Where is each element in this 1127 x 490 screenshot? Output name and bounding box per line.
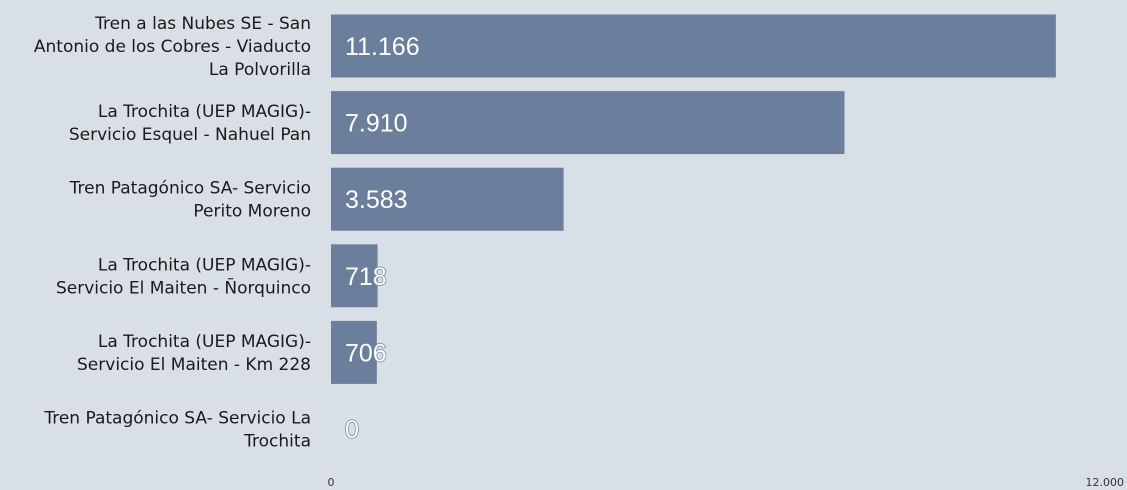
x-tick-label-1: 12.000 [1086, 476, 1125, 489]
bar-4[interactable] [331, 320, 377, 384]
bar-3[interactable] [331, 244, 378, 308]
category-label-0: Tren a las Nubes SE - San Antonio de los … [34, 14, 311, 80]
value-label-2: 3.583 [345, 186, 408, 214]
value-label-1: 7.910 [345, 110, 408, 138]
value-label-0: 11.166 [345, 33, 420, 61]
x-tick-label-0: 0 [328, 476, 335, 489]
bar-1[interactable] [331, 91, 845, 155]
category-label-4: La Trochita (UEP MAGIG)-Servicio El Mait… [77, 332, 311, 375]
bar-0[interactable] [331, 14, 1056, 78]
category-label-1: La Trochita (UEP MAGIG)-Servicio Esquel … [69, 102, 311, 145]
value-label-4: 706 [345, 339, 387, 367]
category-label-5: Tren Patagónico SA- Servicio La Trochita [43, 409, 311, 452]
value-label-3: 718 [345, 263, 387, 291]
category-label-2: Tren Patagónico SA- Servicio Perito Moren… [69, 179, 311, 222]
value-label-5: 0 [345, 416, 359, 444]
bar-2[interactable] [331, 167, 564, 231]
category-label-3: La Trochita (UEP MAGIG)-Servicio El Mait… [56, 255, 311, 298]
